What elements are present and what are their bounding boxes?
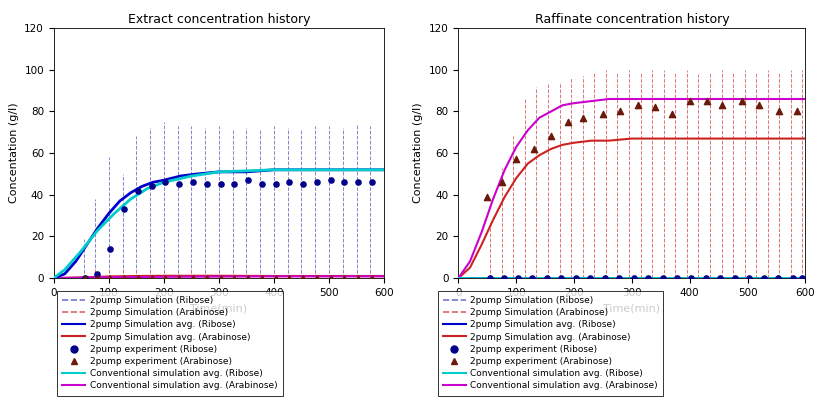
Point (282, 275, 296, 281)
Point (700, 98, 714, 104)
Point (90, 275, 103, 281)
Point (131, 187, 145, 194)
Point (484, 275, 497, 281)
Point (131, 275, 145, 281)
Point (297, 275, 310, 281)
Point (700, 275, 713, 281)
Point (481, 194, 494, 200)
Point (311, 179, 324, 185)
Point (200, 181, 213, 188)
Point (642, 275, 655, 281)
Point (159, 275, 172, 281)
Point (365, 179, 378, 185)
Point (496, 179, 509, 185)
Point (752, 102, 766, 108)
Point (78, 275, 92, 281)
Point (297, 181, 310, 188)
Point (631, 102, 644, 108)
Point (584, 275, 597, 281)
Point (159, 179, 172, 185)
Point (771, 275, 785, 281)
Point (187, 275, 200, 281)
Point (117, 275, 131, 281)
Point (544, 133, 558, 140)
Point (614, 108, 627, 115)
Point (145, 275, 159, 281)
Point (527, 146, 540, 152)
Point (656, 275, 669, 281)
X-axis label: Time(min): Time(min) (190, 303, 248, 314)
Point (78, 275, 92, 281)
Point (685, 275, 698, 281)
Point (562, 119, 575, 125)
Point (596, 110, 610, 117)
Point (104, 246, 117, 252)
Point (648, 104, 662, 110)
Point (338, 179, 351, 185)
Y-axis label: Concentation (g/l): Concentation (g/l) (8, 103, 19, 204)
Point (715, 102, 729, 108)
Point (104, 275, 117, 281)
Point (269, 181, 282, 188)
Point (555, 275, 568, 281)
Point (200, 275, 213, 281)
Title: Raffinate concentration history: Raffinate concentration history (534, 12, 729, 26)
Point (577, 114, 590, 121)
Point (269, 275, 282, 281)
Title: Extract concentration history: Extract concentration history (128, 12, 310, 26)
Point (627, 275, 640, 281)
Point (365, 275, 378, 281)
Point (743, 275, 756, 281)
X-axis label: Time(min): Time(min) (603, 303, 661, 314)
Point (510, 156, 523, 163)
Point (683, 98, 696, 104)
Point (324, 177, 337, 183)
Point (569, 275, 582, 281)
Point (338, 275, 351, 281)
Point (90, 271, 103, 277)
Point (241, 275, 254, 281)
Point (352, 179, 365, 185)
Point (145, 183, 159, 190)
Point (117, 206, 131, 213)
Point (255, 275, 268, 281)
Point (228, 275, 241, 281)
Point (714, 275, 727, 281)
Point (790, 108, 803, 115)
Point (598, 275, 611, 281)
Point (311, 275, 324, 281)
Point (757, 275, 771, 281)
Point (773, 108, 786, 115)
Point (173, 181, 186, 188)
Point (735, 98, 748, 104)
Point (796, 275, 809, 281)
Point (214, 181, 227, 188)
Point (255, 181, 268, 188)
Point (241, 177, 254, 183)
Point (526, 275, 539, 281)
Point (511, 275, 525, 281)
Point (613, 275, 626, 281)
Point (187, 179, 200, 185)
Point (729, 275, 742, 281)
Point (282, 179, 296, 185)
Legend: 2pump Simulation (Ribose), 2pump Simulation (Arabinose), 2pump Simulation avg. (: 2pump Simulation (Ribose), 2pump Simulat… (438, 291, 663, 396)
Y-axis label: Concentation (g/l): Concentation (g/l) (413, 103, 424, 204)
Point (228, 181, 241, 188)
Point (540, 275, 553, 281)
Point (324, 275, 337, 281)
Point (786, 275, 800, 281)
Point (173, 275, 186, 281)
Legend: 2pump Simulation (Ribose), 2pump Simulation (Arabinose), 2pump Simulation avg. (: 2pump Simulation (Ribose), 2pump Simulat… (57, 291, 282, 396)
Point (497, 275, 510, 281)
Point (671, 275, 684, 281)
Point (666, 110, 679, 117)
Point (352, 275, 365, 281)
Point (214, 275, 227, 281)
